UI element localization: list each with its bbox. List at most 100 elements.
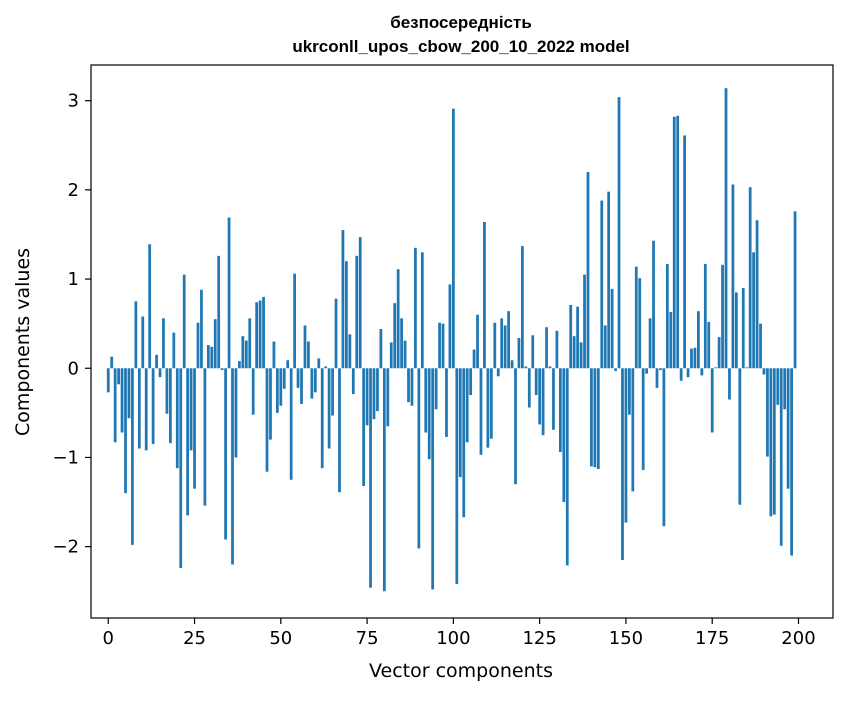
bar <box>662 368 666 527</box>
bar <box>224 368 227 540</box>
bar <box>327 368 331 449</box>
bar <box>659 368 662 371</box>
bar <box>579 342 583 369</box>
bar <box>576 306 579 369</box>
bar <box>465 368 469 443</box>
bar <box>151 368 155 445</box>
bar <box>369 368 372 588</box>
bar <box>134 301 138 369</box>
bar <box>697 311 700 369</box>
bar <box>703 263 707 369</box>
bar <box>448 284 452 369</box>
bar <box>307 341 310 369</box>
bar <box>372 368 376 420</box>
bar <box>162 318 165 369</box>
bar <box>534 368 538 396</box>
y-tick-label: 0 <box>68 358 79 379</box>
bar <box>721 264 724 369</box>
bar <box>631 368 635 492</box>
y-tick-label: 3 <box>68 91 79 112</box>
bar <box>759 323 762 369</box>
bar <box>434 368 438 410</box>
bar <box>766 368 769 457</box>
bar <box>479 368 483 455</box>
bar <box>617 97 621 369</box>
bar <box>486 368 490 448</box>
bar <box>300 368 303 404</box>
bar <box>503 325 507 369</box>
bar <box>621 368 624 561</box>
bar <box>596 368 600 470</box>
bar <box>106 368 110 393</box>
bar <box>755 220 759 369</box>
bar <box>679 368 683 381</box>
bar <box>358 237 362 369</box>
bar <box>438 322 441 369</box>
bar <box>779 368 783 546</box>
bar <box>382 368 386 592</box>
bar <box>286 360 290 369</box>
x-tick-label: 100 <box>436 628 470 649</box>
bar <box>652 240 655 369</box>
bar <box>410 368 414 406</box>
bar <box>769 368 773 517</box>
y-axis-ticks: −2 −1 0 1 2 3 <box>52 91 91 558</box>
bar <box>748 187 752 369</box>
bar <box>379 329 383 369</box>
bar <box>590 368 593 467</box>
bar <box>303 325 307 369</box>
bar <box>220 368 224 371</box>
bar <box>117 368 120 385</box>
bar <box>431 368 435 590</box>
bar <box>665 263 669 369</box>
bar <box>614 368 617 371</box>
bar <box>624 368 628 523</box>
bar <box>693 347 697 369</box>
bar <box>507 311 510 369</box>
bar <box>600 200 604 369</box>
bar <box>638 278 642 369</box>
bar <box>258 300 262 369</box>
bar <box>714 367 718 369</box>
bar <box>734 292 738 369</box>
x-tick-label: 25 <box>183 628 206 649</box>
bar <box>269 368 272 440</box>
bar <box>196 322 200 369</box>
bars-group <box>106 88 797 592</box>
bar <box>707 321 711 369</box>
bar <box>514 368 517 485</box>
bar <box>717 337 721 369</box>
bar <box>728 368 731 400</box>
bar <box>331 368 334 416</box>
bar <box>403 340 407 369</box>
bar <box>700 368 704 376</box>
bar <box>745 367 749 369</box>
bar <box>445 368 448 437</box>
bar <box>541 368 545 436</box>
bar <box>365 368 369 426</box>
bar <box>110 356 114 369</box>
plot-area-frame <box>90 64 834 619</box>
bar <box>548 366 552 369</box>
bar <box>141 316 145 369</box>
x-tick-label: 200 <box>781 628 815 649</box>
bar <box>738 368 742 505</box>
bar <box>496 368 500 377</box>
bar <box>262 296 265 369</box>
bar <box>200 289 203 369</box>
y-tick-label: 2 <box>68 180 79 201</box>
bar <box>762 368 766 375</box>
bar <box>148 244 152 369</box>
bar <box>210 346 214 369</box>
bar <box>144 368 148 451</box>
bar <box>676 115 680 369</box>
bar <box>710 368 714 433</box>
bar <box>565 368 569 566</box>
bar <box>362 368 366 486</box>
bar <box>414 247 417 369</box>
bar <box>282 368 286 389</box>
bar <box>538 368 542 425</box>
y-tick-label: −1 <box>52 447 79 468</box>
bar <box>127 368 131 419</box>
bar <box>293 273 296 369</box>
